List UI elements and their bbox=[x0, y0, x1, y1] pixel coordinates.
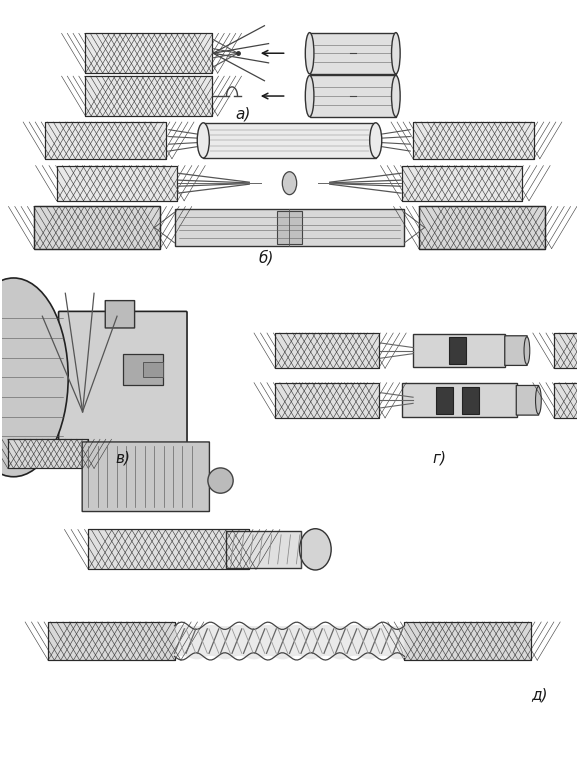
Bar bbox=[174, 209, 405, 246]
FancyBboxPatch shape bbox=[45, 122, 166, 159]
Text: г): г) bbox=[432, 450, 446, 465]
FancyBboxPatch shape bbox=[275, 333, 379, 368]
Bar bbox=[143, 362, 163, 377]
Ellipse shape bbox=[197, 122, 210, 158]
Ellipse shape bbox=[391, 32, 400, 74]
Bar bbox=[123, 354, 163, 385]
FancyBboxPatch shape bbox=[226, 531, 301, 567]
Text: д): д) bbox=[532, 687, 548, 702]
FancyBboxPatch shape bbox=[203, 122, 376, 158]
FancyBboxPatch shape bbox=[8, 439, 89, 468]
FancyBboxPatch shape bbox=[86, 33, 212, 73]
FancyBboxPatch shape bbox=[310, 32, 396, 74]
FancyBboxPatch shape bbox=[48, 622, 174, 660]
FancyBboxPatch shape bbox=[554, 383, 579, 418]
Ellipse shape bbox=[369, 122, 382, 158]
FancyBboxPatch shape bbox=[413, 122, 534, 159]
FancyBboxPatch shape bbox=[505, 336, 527, 366]
Ellipse shape bbox=[283, 172, 296, 195]
FancyBboxPatch shape bbox=[310, 75, 396, 117]
Ellipse shape bbox=[391, 75, 400, 117]
Bar bbox=[449, 336, 466, 364]
Ellipse shape bbox=[299, 529, 331, 570]
FancyBboxPatch shape bbox=[405, 622, 531, 660]
Ellipse shape bbox=[305, 32, 314, 74]
FancyBboxPatch shape bbox=[402, 166, 522, 201]
Text: в): в) bbox=[115, 450, 130, 465]
FancyBboxPatch shape bbox=[89, 530, 250, 569]
FancyBboxPatch shape bbox=[105, 300, 134, 328]
Ellipse shape bbox=[536, 387, 541, 414]
FancyBboxPatch shape bbox=[57, 166, 177, 201]
FancyBboxPatch shape bbox=[402, 383, 516, 417]
FancyBboxPatch shape bbox=[86, 76, 212, 116]
Bar bbox=[436, 387, 453, 414]
Bar bbox=[277, 212, 302, 243]
Ellipse shape bbox=[305, 75, 314, 117]
Ellipse shape bbox=[0, 278, 68, 477]
FancyBboxPatch shape bbox=[554, 333, 579, 368]
Text: а): а) bbox=[236, 106, 251, 121]
FancyBboxPatch shape bbox=[275, 383, 379, 418]
FancyBboxPatch shape bbox=[413, 333, 505, 367]
FancyBboxPatch shape bbox=[58, 311, 187, 444]
Circle shape bbox=[208, 468, 233, 494]
Text: б): б) bbox=[259, 249, 274, 265]
Bar bbox=[461, 387, 479, 414]
FancyBboxPatch shape bbox=[516, 386, 538, 415]
FancyBboxPatch shape bbox=[34, 206, 160, 249]
FancyBboxPatch shape bbox=[419, 206, 545, 249]
Ellipse shape bbox=[524, 336, 530, 364]
FancyBboxPatch shape bbox=[82, 442, 210, 511]
